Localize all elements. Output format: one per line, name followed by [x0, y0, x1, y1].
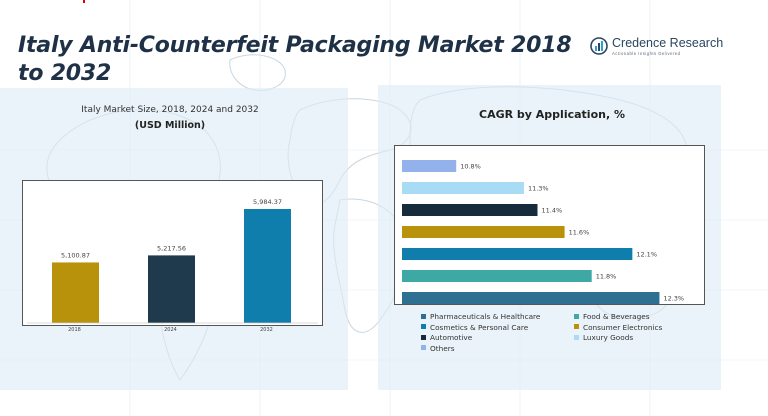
- legend-swatch: [574, 324, 579, 329]
- cagr-chart: 10.8% 11.3% 11.4% 11.6% 12.1% 11.8% 12.3%: [394, 145, 705, 305]
- x-tick-2024: 2024: [164, 327, 177, 333]
- legend-label: Others: [430, 343, 455, 353]
- legend-item: Pharmaceuticals & Healthcare: [421, 312, 540, 321]
- market-size-bar-svg: 5,100.87 5,217.56 5,984.37: [27, 198, 318, 324]
- legend-item: Others: [421, 344, 455, 353]
- cagr-bar-6: [402, 292, 660, 304]
- cagr-bar-0: [402, 160, 457, 172]
- x-tick-2018: 2018: [68, 327, 81, 333]
- brand-name: Credence Research: [612, 36, 724, 50]
- x-tick-2032: 2032: [260, 327, 273, 333]
- legend-swatch: [421, 313, 426, 319]
- legend-swatch: [574, 334, 579, 340]
- legend-label: Automotive: [430, 333, 473, 342]
- bar-2032: [244, 209, 291, 323]
- cagr-bar-3: [402, 226, 565, 238]
- legend-item: Automotive: [421, 333, 472, 342]
- legend-swatch: [421, 334, 426, 340]
- cagr-value-label-6: 12.3%: [663, 294, 684, 302]
- legend-swatch: [574, 313, 579, 319]
- bar-value-label-2024: 5,217.56: [157, 244, 186, 252]
- cagr-value-label-5: 11.8%: [596, 272, 617, 280]
- cagr-value-label-3: 11.6%: [569, 228, 590, 236]
- credence-logo-icon: [590, 37, 608, 55]
- page-title: Italy Anti-Counterfeit Packaging Market …: [18, 33, 572, 86]
- cagr-bar-svg: 10.8% 11.3% 11.4% 11.6% 12.1% 11.8% 12.3%: [402, 160, 684, 304]
- cagr-bar-2: [402, 204, 538, 216]
- cagr-value-label-0: 10.8%: [460, 162, 481, 170]
- cagr-chart-title: CAGR by Application, %: [479, 108, 625, 121]
- cagr-bar-1: [402, 182, 524, 194]
- legend-item: Consumer Electronics: [574, 323, 662, 332]
- legend-item: Cosmetics & Personal Care: [421, 323, 528, 332]
- bar-value-label-2018: 5,100.87: [61, 251, 90, 259]
- cagr-bar-4: [402, 248, 633, 260]
- marker-dot: [83, 0, 85, 3]
- legend-swatch: [421, 324, 426, 329]
- cagr-value-label-1: 11.3%: [528, 184, 549, 192]
- cagr-value-label-2: 11.4%: [542, 206, 563, 214]
- legend-label: Consumer Electronics: [583, 322, 663, 332]
- legend-label: Luxury Goods: [583, 333, 634, 342]
- bar-2024: [148, 255, 195, 323]
- legend-item: Luxury Goods: [574, 333, 633, 342]
- brand-tagline: Actionable Insights Delivered: [612, 51, 681, 56]
- legend-label: Pharmaceuticals & Healthcare: [430, 312, 541, 321]
- cagr-value-label-4: 12.1%: [636, 250, 657, 258]
- market-size-chart: 5,100.87 5,217.56 5,984.37: [22, 180, 323, 326]
- bar-2018: [52, 262, 99, 323]
- market-size-chart-title: Italy Market Size, 2018, 2024 and 2032: [81, 105, 259, 115]
- cagr-bar-5: [402, 270, 592, 282]
- legend-swatch: [421, 345, 426, 350]
- market-size-chart-unit: (USD Million): [134, 120, 206, 131]
- bar-value-label-2032: 5,984.37: [253, 198, 282, 206]
- legend-label: Cosmetics & Personal Care: [430, 322, 529, 332]
- legend-label: Food & Beverages: [583, 312, 650, 321]
- legend-item: Food & Beverages: [574, 312, 650, 321]
